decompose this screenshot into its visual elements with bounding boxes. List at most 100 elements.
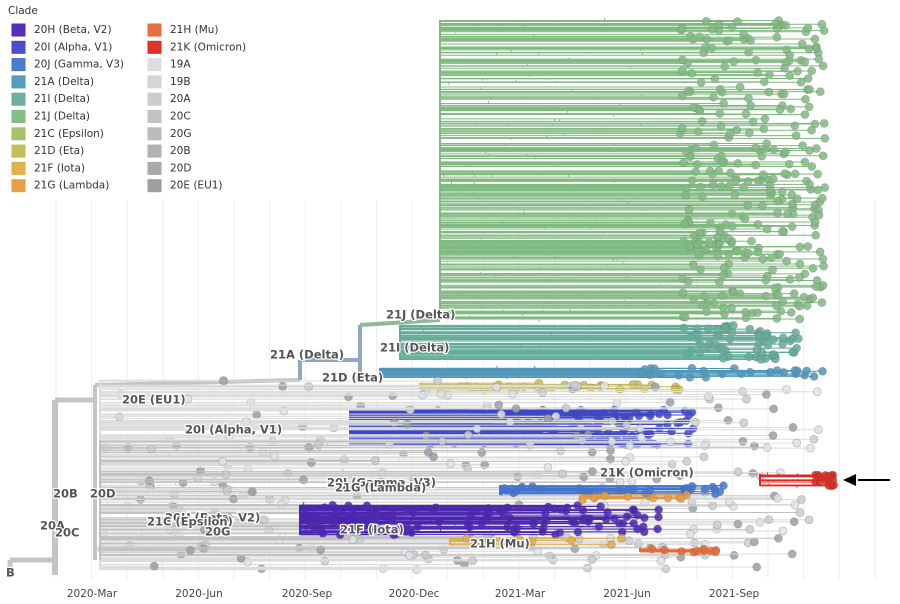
tip	[676, 494, 686, 503]
tip	[760, 114, 770, 124]
tip	[699, 452, 709, 462]
tip	[680, 312, 690, 322]
tip	[775, 249, 785, 259]
tip	[720, 323, 730, 333]
tip	[795, 301, 804, 311]
tip	[656, 556, 666, 566]
tip	[661, 564, 671, 574]
tip	[758, 170, 768, 179]
tip	[778, 526, 788, 536]
tip	[511, 404, 521, 414]
arrow	[843, 474, 890, 486]
tip	[812, 43, 821, 53]
legend-swatch	[11, 92, 26, 106]
tip	[797, 39, 807, 49]
tip	[769, 145, 779, 154]
legend: Clade 20H (Beta, V2) 20I (Alpha, V1) 20J (…	[8, 5, 246, 193]
tip	[727, 303, 736, 313]
tip	[646, 429, 655, 439]
tip	[741, 109, 751, 119]
tip	[583, 517, 593, 527]
tip	[543, 413, 553, 423]
tip	[746, 36, 755, 46]
tip	[800, 157, 810, 167]
tip	[492, 382, 501, 392]
tip	[248, 487, 257, 497]
clade-label: 21I (Delta)	[380, 341, 449, 355]
tip	[729, 550, 739, 560]
legend-label: 21A (Delta)	[34, 76, 94, 88]
tip	[749, 537, 759, 547]
tip	[617, 533, 626, 543]
tip	[149, 561, 159, 571]
tip	[634, 538, 643, 548]
tip	[818, 280, 828, 290]
tip	[538, 388, 548, 398]
tip	[665, 437, 675, 447]
legend-label: 21I (Delta)	[34, 93, 90, 105]
tip	[761, 275, 771, 285]
tip	[480, 460, 490, 470]
tip	[733, 17, 742, 26]
legend-swatch	[147, 58, 162, 72]
tip	[219, 376, 229, 386]
tip	[477, 448, 487, 457]
legend-label: 20I (Alpha, V1)	[34, 41, 112, 53]
tip	[229, 494, 238, 504]
legend-swatch	[11, 58, 26, 72]
legend-swatch	[11, 23, 26, 37]
legend-swatch	[147, 75, 162, 89]
tip	[801, 94, 810, 104]
clade-label: 20H (Beta, V2)	[165, 511, 260, 525]
tip	[799, 292, 809, 302]
tip	[511, 486, 521, 496]
tip	[762, 443, 772, 453]
tip	[606, 446, 615, 455]
legend-swatch	[147, 110, 162, 123]
tip	[697, 117, 707, 126]
tip	[331, 503, 340, 513]
tip	[795, 508, 805, 517]
clade-label: 20D	[90, 487, 116, 501]
tip	[768, 174, 778, 184]
tip	[405, 550, 415, 560]
tip	[786, 104, 796, 114]
tip	[551, 411, 561, 421]
legend-label: 21K (Omicron)	[170, 41, 246, 53]
tip	[805, 84, 814, 94]
tip	[805, 179, 815, 189]
tip	[636, 432, 646, 442]
tip	[688, 260, 698, 270]
tip	[761, 331, 770, 340]
tip	[298, 421, 307, 431]
tip	[773, 290, 783, 300]
tip	[577, 436, 587, 445]
clade-label: 21F (Iota)	[340, 523, 404, 537]
tip	[682, 457, 692, 466]
tip	[628, 505, 638, 515]
phylogeny	[7, 16, 839, 575]
tip	[690, 538, 700, 548]
tip	[730, 190, 740, 200]
tip	[269, 451, 279, 461]
tip	[785, 336, 795, 346]
tip	[402, 419, 412, 429]
tip	[745, 524, 755, 534]
tip	[752, 562, 762, 572]
tip	[371, 505, 381, 514]
clade-label: 20C	[55, 526, 79, 540]
tip	[687, 69, 697, 78]
clade-label: 20G	[205, 525, 230, 539]
tip	[772, 32, 782, 42]
tip	[677, 123, 687, 133]
tip	[809, 434, 819, 444]
tip	[819, 26, 829, 36]
tip	[804, 515, 814, 525]
tip	[687, 407, 697, 417]
legend-label: 19B	[170, 76, 191, 88]
tip	[543, 462, 553, 472]
tip	[748, 468, 758, 478]
tip	[811, 230, 821, 240]
tip	[755, 517, 765, 527]
